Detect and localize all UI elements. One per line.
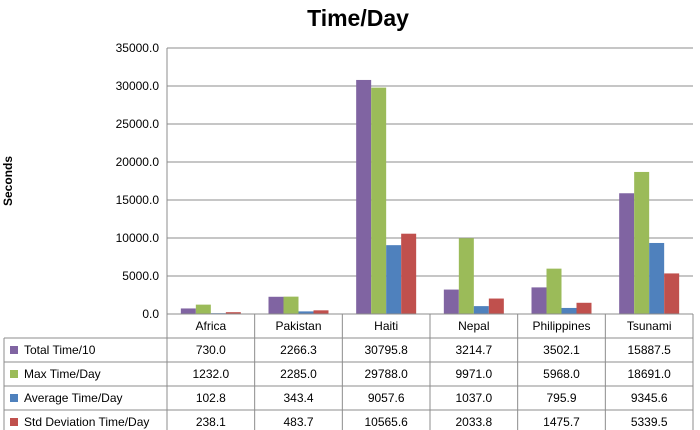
legend-label: Max Time/Day [24, 367, 101, 381]
data-label: 9057.6 [368, 391, 405, 405]
y-axis-ticks: 0.0 5000.0 10000.0 15000.0 20000.0 25000.0 300… [116, 41, 160, 321]
bar [458, 238, 474, 314]
data-label: 3502.1 [543, 343, 580, 357]
chart-title: Time/Day [307, 5, 409, 31]
data-label: 2266.3 [280, 343, 317, 357]
x-tick-label: Africa [195, 319, 226, 333]
legend-swatch [10, 370, 18, 378]
data-label: 15887.5 [627, 343, 671, 357]
bar [576, 302, 592, 314]
bar [195, 304, 211, 314]
bar [649, 242, 665, 314]
data-label: 3214.7 [455, 343, 492, 357]
bar [473, 306, 489, 314]
y-tick-label: 25000.0 [116, 117, 160, 131]
bars [180, 79, 680, 314]
y-tick-label: 5000.0 [122, 269, 159, 283]
y-tick-label: 20000.0 [116, 155, 160, 169]
data-label: 9971.0 [455, 367, 492, 381]
bar [488, 298, 504, 314]
x-tick-label: Pakistan [275, 319, 321, 333]
bar [225, 312, 241, 314]
bar [443, 289, 459, 314]
data-label: 238.1 [196, 415, 226, 429]
data-table: Africa Pakistan Haiti Nepal Philippines Tsuna… [3, 313, 694, 430]
bar [531, 287, 547, 314]
data-label: 1037.0 [455, 391, 492, 405]
y-tick-label: 35000.0 [116, 41, 160, 55]
data-label: 18691.0 [627, 367, 671, 381]
bar [180, 308, 196, 314]
data-label: 2285.0 [280, 367, 317, 381]
x-tick-label: Nepal [458, 319, 489, 333]
bar [619, 193, 635, 314]
data-label: 1475.7 [543, 415, 580, 429]
bar [401, 233, 417, 314]
bar [298, 311, 314, 314]
data-label: 1232.0 [192, 367, 229, 381]
data-label: 795.9 [546, 391, 576, 405]
bar [356, 79, 372, 314]
legend-swatch [10, 418, 18, 426]
bar [371, 87, 387, 314]
y-axis-label: Seconds [1, 156, 15, 206]
legend-label: Total Time/10 [24, 343, 96, 357]
bar [561, 307, 577, 314]
data-label: 30795.8 [364, 343, 408, 357]
bar [268, 296, 284, 314]
data-label: 9345.6 [631, 391, 668, 405]
bar [283, 296, 299, 314]
y-tick-label: 30000.0 [116, 79, 160, 93]
bar [634, 171, 650, 314]
bar [664, 273, 680, 314]
legend-label: Average Time/Day [24, 391, 123, 405]
legend-swatch [10, 346, 18, 354]
x-tick-label: Philippines [532, 319, 590, 333]
bar [313, 310, 329, 314]
data-label: 343.4 [283, 391, 313, 405]
data-label: 29788.0 [364, 367, 408, 381]
legend-label: Std Deviation Time/Day [24, 415, 149, 429]
x-tick-label: Haiti [374, 319, 398, 333]
bar [546, 268, 562, 314]
bar [386, 245, 402, 314]
x-tick-label: Tsunami [627, 319, 672, 333]
y-tick-label: 0.0 [142, 307, 159, 321]
data-label: 5339.5 [631, 415, 668, 429]
gridlines [166, 47, 693, 314]
y-tick-label: 15000.0 [116, 193, 160, 207]
legend-swatch [10, 394, 18, 402]
data-label: 730.0 [196, 343, 226, 357]
data-label: 2033.8 [455, 415, 492, 429]
data-label: 102.8 [196, 391, 226, 405]
data-label: 10565.6 [364, 415, 408, 429]
data-label: 483.7 [283, 415, 313, 429]
data-label: 5968.0 [543, 367, 580, 381]
y-tick-label: 10000.0 [116, 231, 160, 245]
